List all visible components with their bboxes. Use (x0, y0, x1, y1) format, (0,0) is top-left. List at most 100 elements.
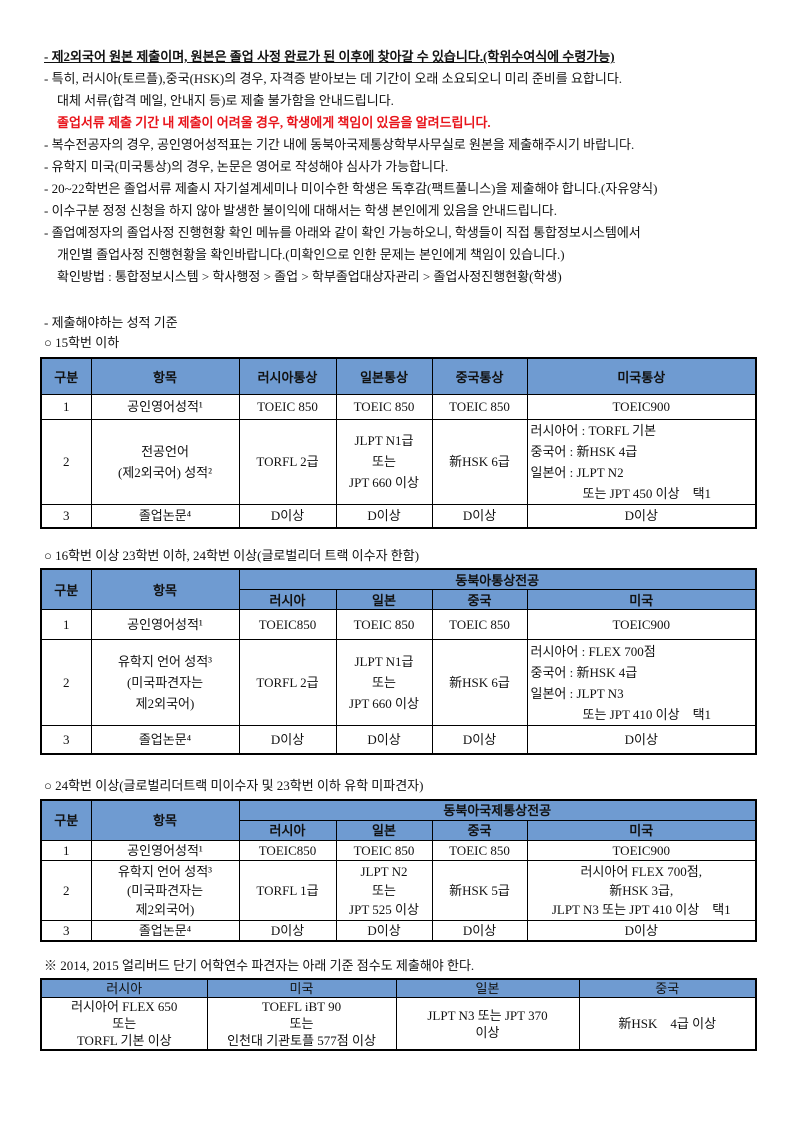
cell: 1 (40, 609, 92, 640)
cell: 러시아어 : TORFL 기본 중국어 : 新HSK 4급 일본어 : JLPT… (526, 418, 757, 505)
header-cell: 중국통상 (431, 357, 528, 395)
table-24-and-above: 구분 항목 동북아국제통상전공 러시아 일본 중국 미국 1 공인영어성적¹ TOE… (40, 799, 757, 942)
cell: 러시아어 : FLEX 700점 중국어 : 新HSK 4급 일본어 : JLP… (526, 639, 757, 726)
cell: TOEIC900 (526, 840, 757, 861)
cell: D이상 (526, 503, 757, 529)
cell: TORFL 1급 (238, 860, 337, 921)
cell: 3 (40, 503, 92, 529)
table3-caption: ○ 24학번 이상(글로벌리더트랙 미이수자 및 23학번 이하 유학 미파견자… (44, 778, 424, 793)
header-cell: 일본 (395, 978, 580, 998)
cell: 공인영어성적¹ (90, 840, 240, 861)
table-row: 러시아어 FLEX 650 또는 TORFL 기본 이상 TOEFL iBT 9… (40, 997, 757, 1051)
cell: 新HSK 4급 이상 (578, 997, 757, 1051)
notice-line: - 유학지 미국(미국통상)의 경우, 논문은 영어로 작성해야 심사가 가능합… (44, 159, 449, 174)
cell: 러시아어 FLEX 650 또는 TORFL 기본 이상 (40, 997, 208, 1051)
header-cell: 러시아 (40, 978, 208, 998)
cell: D이상 (431, 725, 528, 754)
header-cell: 항목 (90, 799, 240, 841)
notice-line: 개인별 졸업사정 진행현황을 확인바랍니다.(미확인으로 인한 문제는 본인에게… (57, 247, 565, 262)
cell: JLPT N2 또는 JPT 525 이상 (335, 860, 433, 921)
cell: 2 (40, 418, 92, 505)
header-cell: 중국 (578, 978, 757, 998)
cell: TOEIC900 (526, 393, 757, 420)
table-row: 2 유학지 언어 성적³ (미국파견자는 제2외국어) TORFL 2급 JLPT N… (40, 639, 757, 726)
notice-list: - 제2외국어 원본 제출이며, 원본은 졸업 사정 완료가 된 이후에 찾아갈… (44, 46, 764, 288)
cell: 러시아어 FLEX 700점, 新HSK 3급, JLPT N3 또는 JPT … (526, 860, 757, 921)
header-group-cell: 동북아국제통상전공 (238, 799, 757, 821)
cell: D이상 (238, 725, 337, 754)
header-cell: 항목 (90, 357, 240, 395)
section-title: - 제출해야하는 성적 기준 (44, 315, 178, 330)
cell: TOEIC 850 (431, 609, 528, 640)
cell: 공인영어성적¹ (90, 609, 240, 640)
cell: 新HSK 6급 (431, 639, 528, 726)
cell: D이상 (335, 725, 433, 754)
notice-line: - 복수전공자의 경우, 공인영어성적표는 기간 내에 동북아국제통상학부사무실… (44, 137, 635, 152)
header-cell: 일본 (335, 820, 433, 841)
cell: D이상 (335, 920, 433, 942)
cell: 졸업논문⁴ (90, 725, 240, 754)
cell: TORFL 2급 (238, 418, 337, 505)
table1-caption: ○ 15학번 이하 (44, 335, 120, 350)
cell: 졸업논문⁴ (90, 503, 240, 529)
notice-warning: 졸업서류 제출 기간 내 제출이 어려울 경우, 학생에게 책임이 있음을 알려… (57, 115, 491, 130)
table2-caption: ○ 16학번 이상 23학번 이하, 24학번 이상(글로벌리더 트랙 이수자 … (44, 548, 420, 563)
table-15-and-below: 구분 항목 러시아통상 일본통상 중국통상 미국통상 1 공인영어성적¹ TOEIC… (40, 357, 757, 529)
cell: TOEIC 850 (238, 393, 337, 420)
cell: TOEFL iBT 90 또는 인천대 기관토플 577점 이상 (206, 997, 397, 1051)
header-cell: 일본통상 (335, 357, 433, 395)
cell: D이상 (335, 503, 433, 529)
cell: 新HSK 6급 (431, 418, 528, 505)
cell: 졸업논문⁴ (90, 920, 240, 942)
header-cell: 중국 (431, 589, 528, 610)
header-cell: 미국통상 (526, 357, 757, 395)
table-16-to-23: 구분 항목 동북아통상전공 러시아 일본 중국 미국 1 공인영어성적¹ TOEIC… (40, 568, 757, 755)
notice-line: 대체 서류(합격 메일, 안내지 등)로 제출 불가함을 안내드립니다. (57, 93, 394, 108)
cell: D이상 (431, 503, 528, 529)
cell: D이상 (431, 920, 528, 942)
cell: TOEIC 850 (335, 609, 433, 640)
cell: D이상 (526, 725, 757, 754)
notice-line: - 특히, 러시아(토르플),중국(HSK)의 경우, 자격증 받아보는 데 기… (44, 71, 623, 86)
header-cell: 러시아통상 (238, 357, 337, 395)
cell: 2 (40, 860, 92, 921)
header-cell: 러시아 (238, 589, 337, 610)
cell: 3 (40, 725, 92, 754)
cell: D이상 (238, 920, 337, 942)
header-cell: 러시아 (238, 820, 337, 841)
cell: 공인영어성적¹ (90, 393, 240, 420)
cell: TOEIC850 (238, 609, 337, 640)
table-row: 3 졸업논문⁴ D이상 D이상 D이상 D이상 (40, 920, 757, 942)
cell: TOEIC 850 (335, 840, 433, 861)
cell: D이상 (238, 503, 337, 529)
cell: 新HSK 5급 (431, 860, 528, 921)
cell: JLPT N3 또는 JPT 370 이상 (395, 997, 580, 1051)
table-row: 3 졸업논문⁴ D이상 D이상 D이상 D이상 (40, 725, 757, 754)
header-cell: 구분 (40, 799, 92, 841)
cell: TOEIC 850 (431, 840, 528, 861)
header-cell: 구분 (40, 357, 92, 395)
cell: JLPT N1급 또는 JPT 660 이상 (335, 418, 433, 505)
table-row: 1 공인영어성적¹ TOEIC 850 TOEIC 850 TOEIC 850 TOEIC… (40, 393, 757, 420)
header-cell: 중국 (431, 820, 528, 841)
header-cell: 미국 (526, 820, 757, 841)
cell: TOEIC900 (526, 609, 757, 640)
header-group-cell: 동북아통상전공 (238, 568, 757, 590)
table-row: 2 전공언어 (제2외국어) 성적² TORFL 2급 JLPT N1급 또는 JPT… (40, 418, 757, 505)
header-cell: 미국 (206, 978, 397, 998)
cell: 1 (40, 393, 92, 420)
cell: 2 (40, 639, 92, 726)
cell: 1 (40, 840, 92, 861)
table4-caption: ※ 2014, 2015 얼리버드 단기 어학연수 파견자는 아래 기준 점수도… (44, 958, 475, 973)
notice-line: - 20~22학번은 졸업서류 제출시 자기설계세미나 미이수한 학생은 독후감… (44, 181, 658, 196)
table-row: 1 공인영어성적¹ TOEIC850 TOEIC 850 TOEIC 850 TOEIC9… (40, 840, 757, 861)
table-early-bird: 러시아 미국 일본 중국 러시아어 FLEX 650 또는 TORFL 기본 이… (40, 978, 757, 1051)
table-header-row: 구분 항목 러시아통상 일본통상 중국통상 미국통상 (40, 357, 757, 395)
header-cell: 일본 (335, 589, 433, 610)
cell: JLPT N1급 또는 JPT 660 이상 (335, 639, 433, 726)
cell: TOEIC 850 (431, 393, 528, 420)
notice-line: - 졸업예정자의 졸업사정 진행현황 확인 메뉴를 아래와 같이 확인 가능하오… (44, 225, 641, 240)
cell: TORFL 2급 (238, 639, 337, 726)
cell: 전공언어 (제2외국어) 성적² (90, 418, 240, 505)
